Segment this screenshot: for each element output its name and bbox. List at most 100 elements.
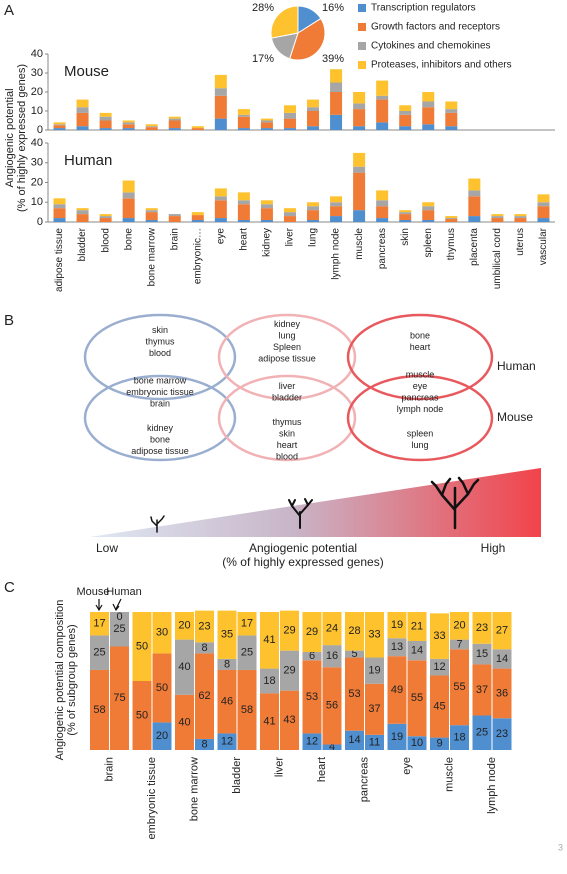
x-tick-label: blood: [100, 228, 111, 252]
legend-swatch: [358, 61, 366, 69]
y-tick-label: 0: [37, 124, 43, 136]
bar-segment: [422, 92, 435, 102]
bar-segment: [99, 128, 112, 130]
bar-segment: [422, 210, 435, 221]
value-label: 12: [306, 736, 318, 748]
venn-label: lung: [411, 440, 428, 450]
bar-segment: [191, 128, 204, 130]
bar-segment: [217, 669, 237, 734]
bar-segment: [422, 124, 435, 130]
bar-segment: [399, 111, 412, 115]
bar-segment: [237, 109, 250, 115]
bar-segment: [283, 128, 296, 130]
bar-segment: [353, 166, 366, 173]
value-label: 13: [391, 641, 403, 653]
bar-segment: [168, 118, 181, 121]
bar-segment: [260, 204, 273, 209]
bar-segment: [365, 734, 384, 750]
bar-segment: [450, 612, 469, 640]
scale-high: High: [481, 541, 506, 555]
bar-segment: [280, 690, 299, 750]
bar-segment: [260, 200, 273, 205]
arrows: [95, 598, 122, 612]
venn-label: kidney: [274, 319, 301, 329]
bar-segment: [422, 107, 435, 125]
bar-segment: [280, 610, 299, 651]
species-label: Human: [497, 359, 536, 373]
value-label: 4: [329, 741, 335, 753]
x-tick-label: spleen: [423, 228, 434, 257]
bar-segment: [122, 128, 135, 130]
bar-segment: [217, 733, 237, 750]
x-tick-label: bladder: [231, 757, 243, 794]
bar-segment: [422, 206, 435, 211]
value-label: 14: [496, 653, 508, 665]
value-label: 50: [136, 709, 148, 721]
pie-label: 16%: [322, 2, 344, 14]
bar-segment: [376, 99, 389, 123]
x-tick-label: embryonic…: [192, 228, 203, 284]
bar-segment: [322, 612, 342, 646]
bar-segment: [492, 718, 512, 750]
bar-segment: [195, 653, 214, 739]
bar-segment: [145, 210, 158, 213]
bar-segment: [387, 612, 407, 639]
bar-segment: [168, 214, 181, 217]
value-label: 23: [476, 622, 488, 634]
bar-segment: [537, 206, 550, 219]
bar-segment: [260, 693, 279, 750]
bar-segment: [53, 122, 66, 125]
bar-segment: [307, 202, 320, 207]
bar-segment: [168, 216, 181, 222]
bar-segment: [422, 101, 435, 108]
bar-segment: [322, 645, 342, 668]
x-tick-label: pancreas: [377, 228, 388, 269]
bar-segment: [330, 92, 343, 115]
bar-segment: [491, 214, 504, 217]
value-label: 29: [306, 626, 318, 638]
bar-segment: [353, 126, 366, 130]
value-label: 37: [368, 703, 380, 715]
value-label: 50: [156, 682, 168, 694]
bar-segment: [450, 649, 469, 726]
x-tick-label: kidney: [262, 228, 273, 257]
scale-low: Low: [96, 541, 118, 555]
bar-segment: [145, 126, 158, 128]
value-label: 29: [283, 665, 295, 677]
value-label: 10: [411, 737, 423, 749]
bar-segment: [307, 210, 320, 221]
bar-segment: [283, 118, 296, 129]
bar-segment: [152, 653, 172, 723]
stack-label: Mouse: [76, 586, 109, 598]
x-tick-label: umbilical cord: [492, 228, 503, 289]
bar-segment: [399, 214, 412, 221]
bar-segment: [214, 218, 227, 222]
bar-segment: [445, 219, 458, 222]
bar-segment: [365, 612, 384, 658]
legend-swatch: [358, 42, 366, 50]
bar-segment: [132, 612, 152, 681]
value-label: 40: [178, 661, 190, 673]
stack-label: Human: [106, 586, 141, 598]
bar-segment: [399, 126, 412, 130]
value-label: 55: [411, 692, 423, 704]
y-tick-label: 30: [31, 67, 43, 79]
value-label: 25: [476, 727, 488, 739]
value-label: 20: [156, 730, 168, 742]
venn-label: adipose tissue: [258, 354, 316, 364]
x-tick-label: adipose tissue: [54, 228, 65, 292]
x-tick-label: skin: [400, 228, 411, 246]
value-label: 25: [113, 623, 125, 635]
value-label: 58: [93, 704, 105, 716]
bar-segment: [237, 612, 257, 636]
value-label: 6: [309, 650, 315, 662]
bar-segment: [195, 610, 214, 643]
bar-segment: [283, 112, 296, 119]
bar-segment: [145, 127, 158, 130]
bar-segment: [283, 208, 296, 213]
x-tick-label: bone marrow: [146, 227, 157, 286]
bar-segment: [122, 124, 135, 129]
value-label: 53: [306, 691, 318, 703]
bar-segment: [214, 74, 227, 89]
value-label: 8: [224, 658, 230, 670]
